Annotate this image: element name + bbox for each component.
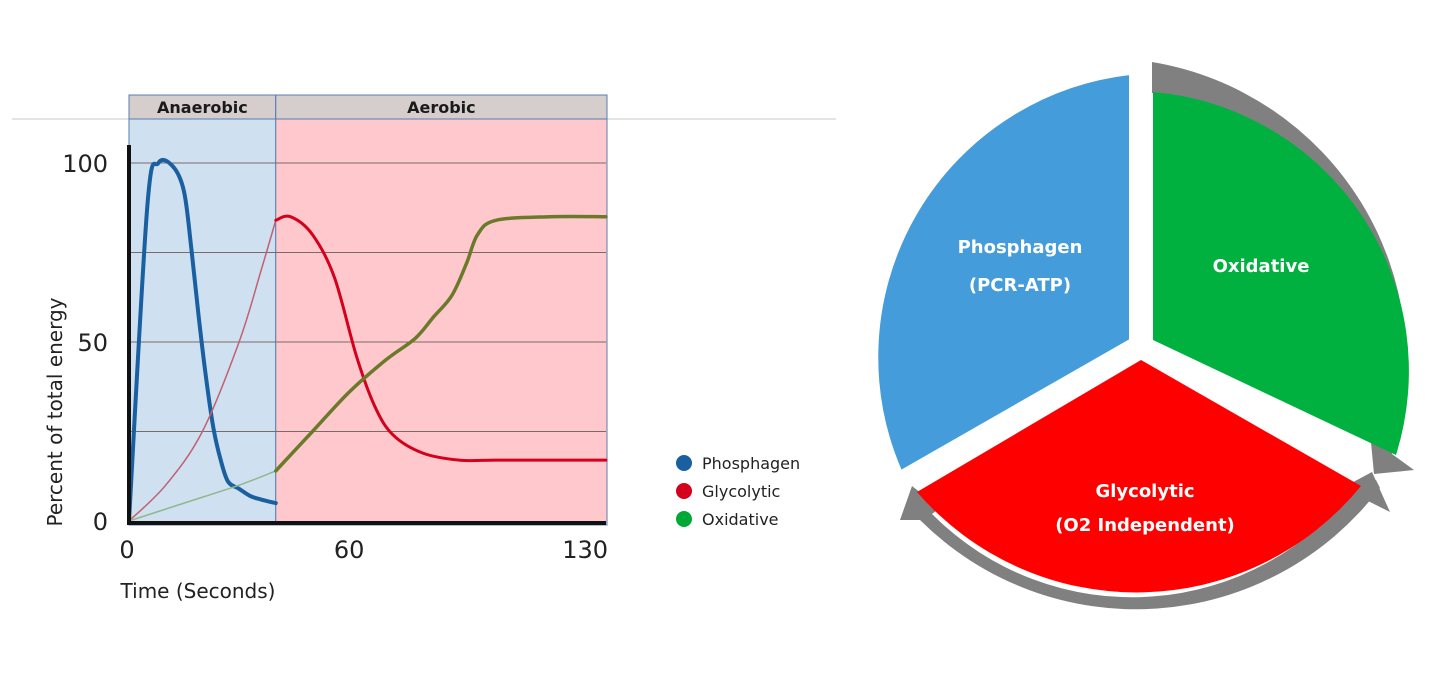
series-line-oxidative-aerobic bbox=[274, 214, 608, 473]
segment-glycolytic bbox=[917, 360, 1361, 593]
segment-phosphagen bbox=[876, 72, 1131, 473]
chart-series bbox=[127, 157, 608, 523]
chart-gridlines bbox=[129, 162, 606, 432]
segment-phosphagen-label: Phosphagen bbox=[958, 237, 1083, 258]
zone-anaerobic bbox=[128, 94, 277, 526]
arrow-oxidative-to-glycolytic bbox=[900, 480, 1380, 610]
legend-label-glycolytic: Glycolytic bbox=[702, 482, 780, 501]
series-glycolytic bbox=[128, 214, 608, 522]
legend-marker-oxidative bbox=[676, 511, 692, 527]
segment-glycolytic-label: Glycolytic bbox=[1095, 481, 1194, 502]
zone-header-anaerobic bbox=[128, 94, 277, 120]
segment-oxidative-label: Oxidative bbox=[1213, 256, 1310, 277]
series-phosphagen bbox=[127, 157, 278, 523]
zone-label-aerobic: Aerobic bbox=[407, 98, 476, 117]
series-line-glycolytic-aerobic bbox=[274, 214, 608, 463]
zone-label-anaerobic: Anaerobic bbox=[157, 98, 248, 117]
x-tick-label: 60 bbox=[334, 536, 365, 564]
series-line-oxidative-anaerobic bbox=[128, 470, 277, 522]
legend-label-phosphagen: Phosphagen bbox=[702, 454, 800, 473]
y-tick-label: 50 bbox=[77, 329, 108, 357]
zone-header-aerobic bbox=[275, 94, 608, 120]
segment-glycolytic-sublabel: (O2 Independent) bbox=[1055, 515, 1235, 536]
legend-marker-phosphagen bbox=[676, 455, 692, 471]
energy-cycle-diagram: Phosphagen (PCR-ATP) Oxidative Glycolyti… bbox=[876, 62, 1414, 610]
series-line-glycolytic-anaerobic bbox=[128, 220, 277, 522]
y-tick-label: 0 bbox=[93, 508, 108, 536]
segment-phosphagen-sublabel: (PCR-ATP) bbox=[969, 275, 1071, 296]
legend-marker-glycolytic bbox=[676, 483, 692, 499]
x-axis-label: Time (Seconds) bbox=[120, 579, 276, 603]
x-tick-label: 130 bbox=[562, 536, 608, 564]
chart-legend: Phosphagen Glycolytic Oxidative bbox=[676, 454, 800, 529]
energy-systems-chart: Anaerobic Aerobic 0 50 100 0 60 130 Time (Seco… bbox=[12, 94, 836, 603]
series-line-phosphagen bbox=[127, 157, 278, 523]
segment-oxidative bbox=[1153, 92, 1409, 455]
y-tick-label: 100 bbox=[62, 150, 108, 178]
y-axis-label: Percent of total energy bbox=[43, 297, 67, 526]
x-tick-label: 0 bbox=[119, 536, 134, 564]
chart-tick-labels: 0 50 100 0 60 130 bbox=[62, 150, 608, 564]
series-oxidative bbox=[128, 214, 608, 522]
legend-label-oxidative: Oxidative bbox=[702, 510, 779, 529]
